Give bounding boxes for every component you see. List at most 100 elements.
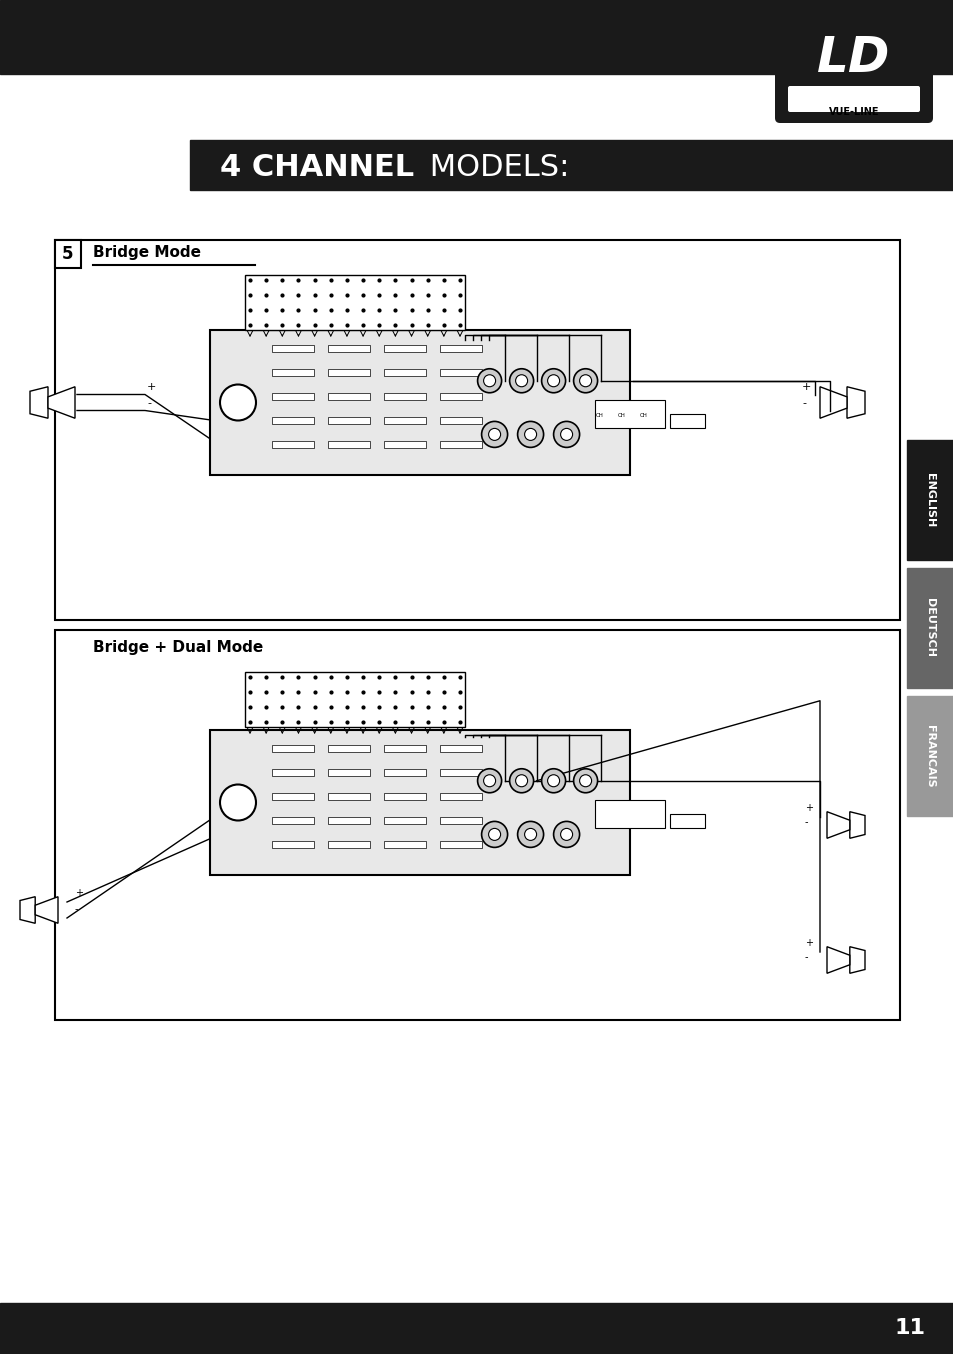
Bar [328,393,370,399]
Circle shape [553,421,579,447]
Bar [384,417,426,424]
Circle shape [547,375,559,387]
Circle shape [547,774,559,787]
Polygon shape [846,387,864,418]
Circle shape [517,822,543,848]
Bar [384,345,426,352]
Bar [439,345,481,352]
Polygon shape [826,946,849,974]
Text: PREMIUM: PREMIUM [827,95,879,106]
Bar [594,800,664,827]
Text: Bridge + Dual Mode: Bridge + Dual Mode [92,640,263,655]
Circle shape [477,769,501,792]
Text: -: - [804,816,807,827]
Circle shape [481,421,507,447]
Bar [439,745,481,751]
Circle shape [573,368,597,393]
Bar [328,745,370,751]
Bar [594,399,664,428]
Polygon shape [820,387,846,418]
Circle shape [524,428,536,440]
Polygon shape [48,387,75,418]
Bar [272,345,314,352]
Bar [439,841,481,848]
Bar [328,441,370,448]
Bar [328,345,370,352]
Bar [384,816,426,825]
Bar [328,816,370,825]
Bar [439,370,481,376]
Text: +: + [75,888,83,898]
Bar [384,841,426,848]
Bar [439,769,481,776]
Bar [384,393,426,399]
Bar [190,139,953,190]
Text: FRANCAIS: FRANCAIS [924,724,935,787]
Circle shape [541,368,565,393]
FancyBboxPatch shape [774,5,932,123]
Text: DEUTSCH: DEUTSCH [924,598,935,658]
Circle shape [515,774,527,787]
Polygon shape [826,811,849,838]
FancyBboxPatch shape [787,87,919,112]
Text: -: - [75,904,78,914]
Polygon shape [849,811,864,838]
Bar [906,440,953,561]
Circle shape [483,375,495,387]
Bar [272,769,314,776]
Text: 11: 11 [894,1319,924,1339]
Circle shape [481,822,507,848]
Bar [272,793,314,800]
Bar [272,745,314,751]
Circle shape [488,829,500,841]
Bar [669,414,704,428]
Bar [906,567,953,688]
Text: -: - [801,398,805,409]
Text: ENGLISH: ENGLISH [924,473,935,527]
Bar [439,816,481,825]
Text: +: + [801,382,810,393]
Bar [384,793,426,800]
Text: CH: CH [595,413,603,418]
Bar [328,793,370,800]
Bar [55,240,899,620]
Text: -: - [147,398,151,409]
Bar [210,730,629,875]
Bar [0,1303,953,1354]
Bar [439,441,481,448]
Bar [384,769,426,776]
Bar [669,814,704,827]
Bar [210,330,629,475]
Text: LD: LD [817,34,890,83]
Circle shape [560,829,572,841]
Circle shape [579,774,591,787]
Bar [328,841,370,848]
Text: Bridge Mode: Bridge Mode [92,245,201,260]
Text: 4 CHANNEL: 4 CHANNEL [220,153,414,181]
Bar [272,841,314,848]
Bar [328,769,370,776]
Circle shape [220,784,255,821]
Polygon shape [35,896,58,923]
Bar [384,745,426,751]
Text: -: - [804,952,807,961]
Circle shape [483,774,495,787]
Bar [0,0,953,74]
Bar [272,370,314,376]
Bar [55,630,899,1020]
Circle shape [515,375,527,387]
Text: 5: 5 [62,245,73,263]
Polygon shape [30,387,48,418]
Text: MODELS:: MODELS: [419,153,569,181]
Text: CH: CH [639,413,647,418]
Bar [272,393,314,399]
Text: CH: CH [617,413,625,418]
Circle shape [220,385,255,421]
Bar [272,417,314,424]
Circle shape [524,829,536,841]
Bar [272,441,314,448]
Bar [245,275,464,330]
Circle shape [553,822,579,848]
Text: +: + [147,382,156,393]
Circle shape [477,368,501,393]
